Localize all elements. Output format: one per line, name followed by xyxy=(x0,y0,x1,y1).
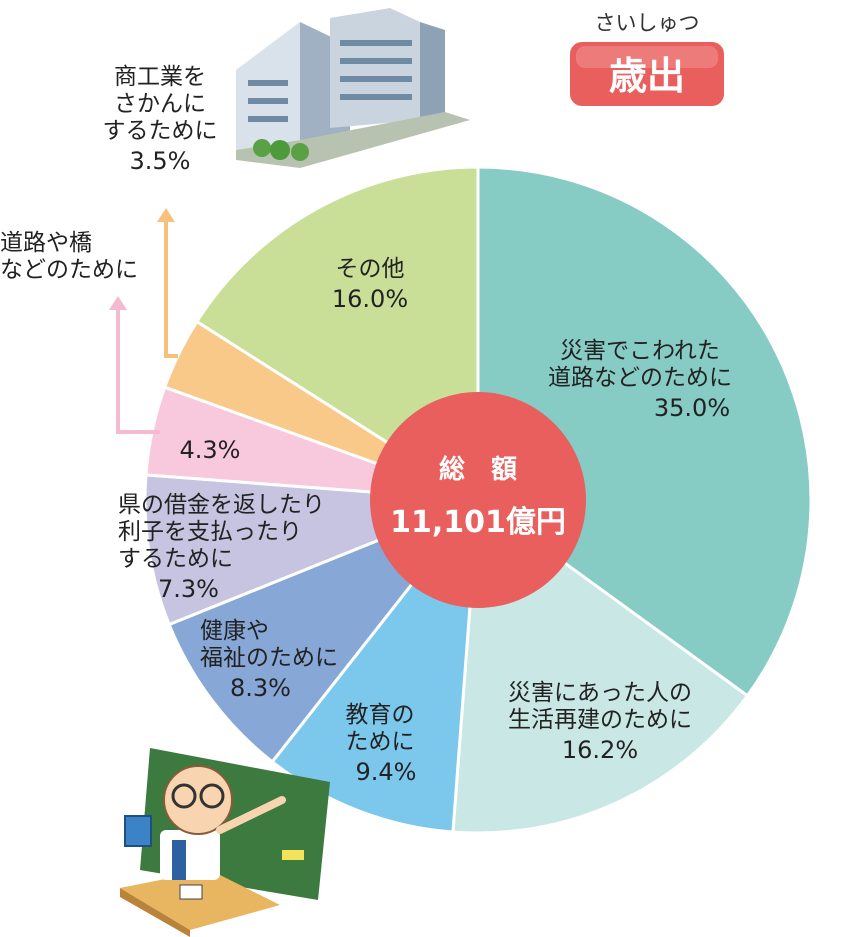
slice-8-percent: 16.0% xyxy=(332,285,408,313)
slice-6-label-line-2: などのために xyxy=(0,257,138,283)
title-ruby: さいしゅつ xyxy=(595,11,700,35)
slice-7-label-line-2: さかんに xyxy=(114,91,206,117)
slice-1-percent: 35.0% xyxy=(654,394,730,422)
center-total: 11,101億円 xyxy=(390,505,566,540)
building-illustration xyxy=(236,8,470,168)
slice-2-label-line-2: 生活再建のために xyxy=(508,707,692,733)
center-circle xyxy=(370,392,586,608)
slice-5-label-line-1: 県の借金を返したり xyxy=(118,492,325,518)
title-badge xyxy=(570,42,724,106)
slice-7-percent: 3.5% xyxy=(130,147,191,175)
callout-arrows xyxy=(109,208,178,434)
slice-3-label-line-2: ために xyxy=(346,729,415,755)
slice-1-label-line-1: 災害でこわれた xyxy=(560,338,720,364)
title-badge-shine xyxy=(576,46,718,68)
slice-5-percent: 7.3% xyxy=(158,575,219,603)
slice-7-label-line-1: 商工業を xyxy=(114,64,206,90)
arrow-commerce-head xyxy=(157,208,175,222)
slice-3-percent: 9.4% xyxy=(356,758,417,786)
chart-title: 歳出 xyxy=(609,54,685,98)
slice-2-label-line-1: 災害にあった人の xyxy=(508,680,692,706)
slice-4-label-line-1: 健康や xyxy=(200,618,269,644)
arrow-roads-head xyxy=(109,296,127,310)
slice-5-label-line-3: するために xyxy=(118,546,233,572)
pie-slice-8 xyxy=(194,165,480,503)
slice-5-label-line-2: 利子を支払ったり xyxy=(118,519,302,545)
slice-6-label-line-1: 道路や橋 xyxy=(0,230,92,256)
pie-slice-1 xyxy=(476,165,813,698)
slice-4-percent: 8.3% xyxy=(230,674,291,702)
slice-8-label-line-1: その他 xyxy=(336,256,405,282)
slice-1-label-line-2: 道路などのために xyxy=(548,365,732,391)
center-label: 総 額 xyxy=(439,454,517,485)
slice-2-percent: 16.2% xyxy=(562,736,638,764)
slice-3-label-line-1: 教育の xyxy=(346,702,415,728)
slice-7-label-line-3: するために xyxy=(103,118,218,144)
slice-4-label-line-2: 福祉のために xyxy=(200,645,338,671)
teacher-illustration xyxy=(120,748,330,937)
arrow-roads-line xyxy=(116,300,160,434)
arrow-commerce-line xyxy=(164,212,178,358)
slice-6-percent: 4.3% xyxy=(180,436,241,464)
